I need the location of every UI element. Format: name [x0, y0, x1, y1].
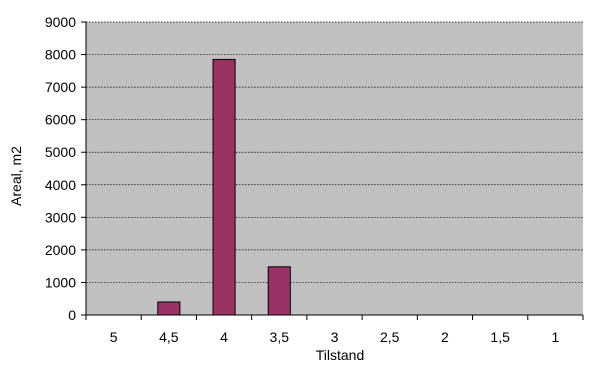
y-axis-label: Areal, m2 — [8, 146, 24, 206]
y-tick-label: 4000 — [45, 177, 76, 193]
x-tick-label: 3 — [331, 329, 339, 345]
x-tick-label: 5 — [110, 329, 118, 345]
y-tick-label: 5000 — [45, 144, 76, 160]
x-tick-label: 4,5 — [159, 329, 179, 345]
y-tick-label: 0 — [68, 307, 76, 323]
y-tick-label: 6000 — [45, 112, 76, 128]
y-tick-label: 2000 — [45, 242, 76, 258]
x-tick-label: 1,5 — [490, 329, 510, 345]
y-tick-label: 7000 — [45, 79, 76, 95]
gridlines — [86, 21, 583, 283]
bar — [157, 301, 181, 316]
y-tick-label: 1000 — [45, 274, 76, 290]
y-tick-labels: 0 1000 2000 3000 4000 5000 6000 7000 8000 9000 — [45, 14, 86, 323]
plot-area — [86, 22, 583, 315]
axes — [85, 22, 583, 316]
y-tick-label: 3000 — [45, 209, 76, 225]
y-tick-label: 9000 — [45, 14, 76, 30]
y-tick-label: 8000 — [45, 47, 76, 63]
bar — [212, 58, 236, 316]
x-axis-label: Tilstand — [316, 347, 365, 363]
bar — [267, 266, 291, 316]
bars — [157, 58, 291, 316]
x-tick-label: 3,5 — [270, 329, 290, 345]
x-tick-labels: 5 4,5 4 3,5 3 2,5 2 1,5 1 — [85, 315, 584, 345]
x-tick-label: 2,5 — [380, 329, 400, 345]
x-tick-label: 1 — [551, 329, 559, 345]
x-tick-label: 4 — [220, 329, 228, 345]
x-tick-label: 2 — [441, 329, 449, 345]
